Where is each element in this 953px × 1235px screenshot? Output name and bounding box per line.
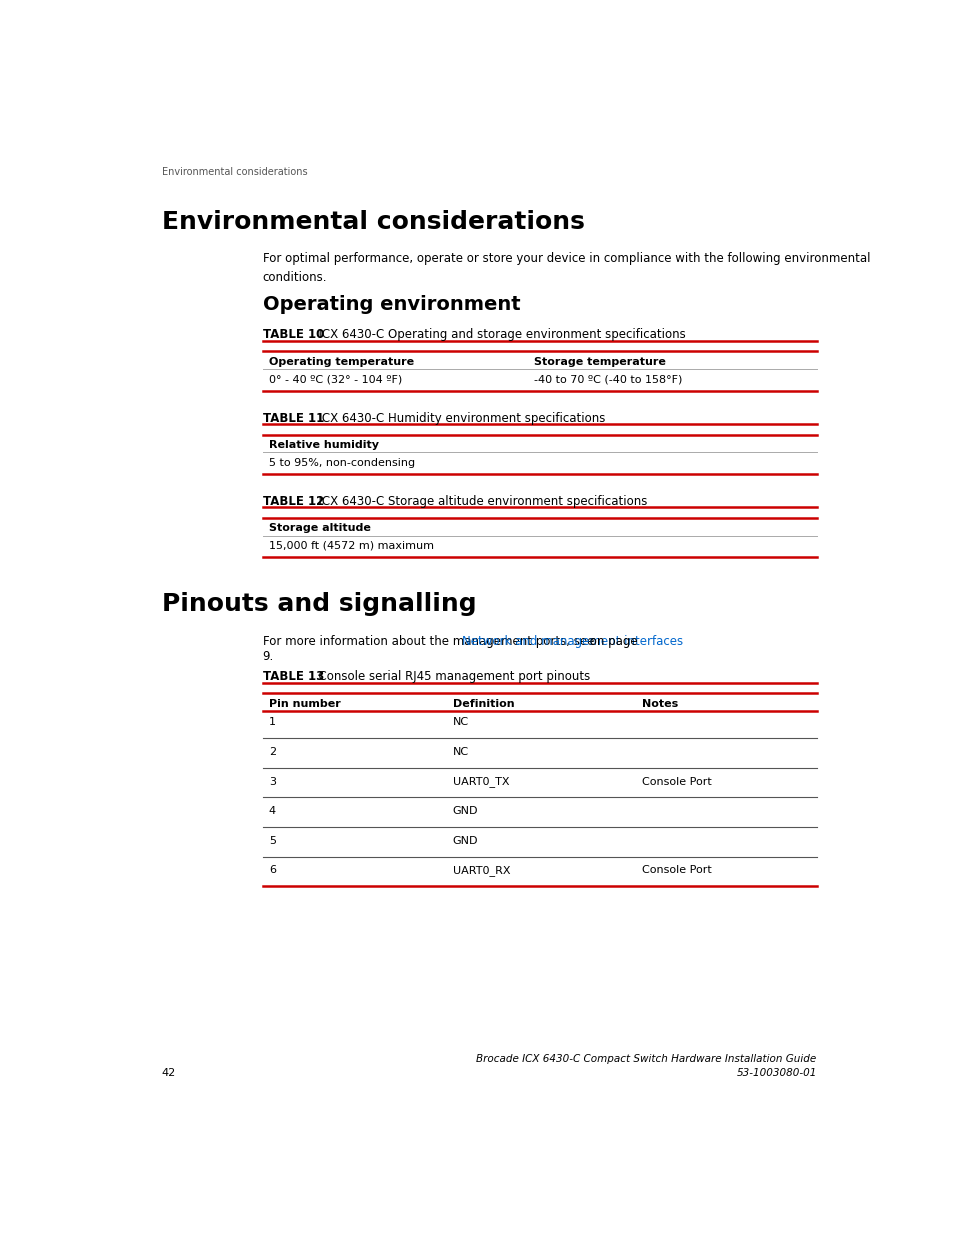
- Text: GND: GND: [452, 836, 477, 846]
- Text: Storage altitude: Storage altitude: [269, 524, 371, 534]
- Text: 2: 2: [269, 747, 275, 757]
- Text: UART0_TX: UART0_TX: [452, 777, 509, 788]
- Text: 6: 6: [269, 866, 275, 876]
- Text: Pin number: Pin number: [269, 699, 340, 709]
- Text: -40 to 70 ºC (-40 to 158°F): -40 to 70 ºC (-40 to 158°F): [534, 374, 681, 384]
- Text: 5 to 95%, non-condensing: 5 to 95%, non-condensing: [269, 458, 415, 468]
- Text: Storage temperature: Storage temperature: [534, 357, 665, 367]
- Text: 1: 1: [269, 718, 275, 727]
- Text: NC: NC: [452, 747, 468, 757]
- Text: ICX 6430-C Operating and storage environment specifications: ICX 6430-C Operating and storage environ…: [311, 327, 684, 341]
- Text: 42: 42: [162, 1067, 176, 1078]
- Text: 4: 4: [269, 806, 275, 816]
- Text: TABLE 13: TABLE 13: [262, 671, 323, 683]
- Text: Operating temperature: Operating temperature: [269, 357, 414, 367]
- Text: Console Port: Console Port: [641, 866, 711, 876]
- Text: Console Port: Console Port: [641, 777, 711, 787]
- Text: Environmental considerations: Environmental considerations: [162, 210, 584, 233]
- Text: Console serial RJ45 management port pinouts: Console serial RJ45 management port pino…: [311, 671, 589, 683]
- Text: 0° - 40 ºC (32° - 104 ºF): 0° - 40 ºC (32° - 104 ºF): [269, 374, 401, 384]
- Text: on page: on page: [585, 635, 637, 648]
- Text: UART0_RX: UART0_RX: [452, 866, 510, 877]
- Text: Definition: Definition: [452, 699, 514, 709]
- Text: Environmental considerations: Environmental considerations: [162, 168, 307, 178]
- Text: Operating environment: Operating environment: [262, 294, 519, 314]
- Text: For more information about the management ports, see: For more information about the managemen…: [262, 635, 598, 648]
- Text: GND: GND: [452, 806, 477, 816]
- Text: Network and management interfaces: Network and management interfaces: [461, 635, 682, 648]
- Text: 5: 5: [269, 836, 275, 846]
- Text: Pinouts and signalling: Pinouts and signalling: [162, 593, 476, 616]
- Text: NC: NC: [452, 718, 468, 727]
- Text: ICX 6430-C Humidity environment specifications: ICX 6430-C Humidity environment specific…: [311, 411, 604, 425]
- Text: TABLE 10: TABLE 10: [262, 327, 323, 341]
- Text: 3: 3: [269, 777, 275, 787]
- Text: TABLE 11: TABLE 11: [262, 411, 323, 425]
- Text: ICX 6430-C Storage altitude environment specifications: ICX 6430-C Storage altitude environment …: [311, 495, 646, 508]
- Text: Notes: Notes: [641, 699, 678, 709]
- Text: Relative humidity: Relative humidity: [269, 440, 378, 450]
- Text: Brocade ICX 6430-C Compact Switch Hardware Installation Guide
53-1003080-01: Brocade ICX 6430-C Compact Switch Hardwa…: [476, 1053, 816, 1078]
- Text: TABLE 12: TABLE 12: [262, 495, 323, 508]
- Text: 9.: 9.: [262, 650, 274, 663]
- Text: For optimal performance, operate or store your device in compliance with the fol: For optimal performance, operate or stor…: [262, 252, 869, 284]
- Text: 15,000 ft (4572 m) maximum: 15,000 ft (4572 m) maximum: [269, 541, 434, 551]
